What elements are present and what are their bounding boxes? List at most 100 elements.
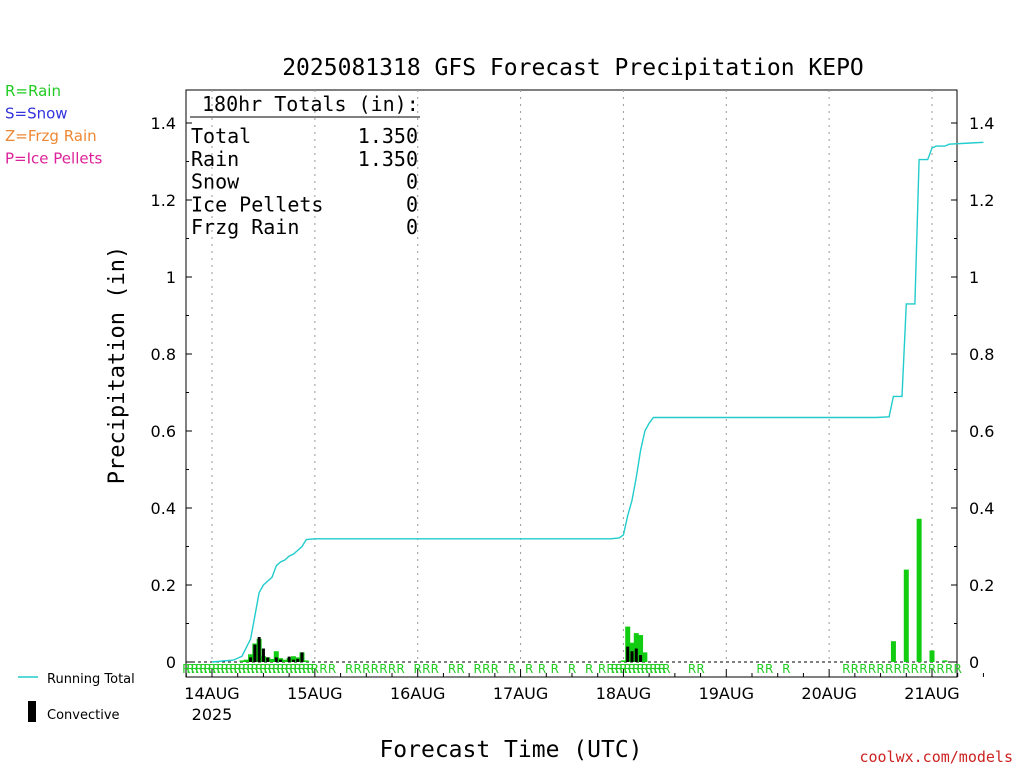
convective-bar	[300, 652, 304, 662]
precip-type-marker: R	[259, 662, 267, 676]
rain-bar	[638, 635, 644, 662]
convective-bar	[296, 658, 300, 662]
rain-bar	[929, 650, 935, 662]
precip-type-marker: R	[902, 662, 910, 676]
x-tick-label: 15AUG	[287, 684, 342, 703]
precip-type-marker: R	[756, 662, 764, 676]
precip-type-marker: R	[294, 662, 302, 676]
precip-type-marker: R	[538, 662, 546, 676]
precip-type-marker: R	[491, 662, 499, 676]
y-tick-label-right: 0	[969, 653, 979, 672]
convective-legend-label: Convective	[47, 708, 120, 723]
precip-type-marker: R	[696, 662, 704, 676]
precip-type-marker: R	[649, 662, 657, 676]
precip-type-legend-item: Z=Frzg Rain	[5, 127, 97, 145]
precip-type-marker: R	[598, 662, 606, 676]
totals-row-label: Total	[191, 124, 251, 148]
precip-type-legend: R=Rain S=Snow Z=Frzg Rain P=Ice Pellets	[5, 82, 102, 168]
rain-bar	[239, 660, 245, 662]
rain-bar	[290, 656, 296, 662]
precip-type-marker: R	[431, 662, 439, 676]
precip-type-marker: R	[894, 662, 902, 676]
precip-type-marker: R	[229, 662, 237, 676]
precip-type-marker: R	[281, 662, 289, 676]
precip-type-marker: R	[191, 662, 199, 676]
precip-type-marker: R	[311, 662, 319, 676]
precip-type-marker: R	[448, 662, 456, 676]
precip-type-marker: R	[658, 662, 666, 676]
precip-type-marker: R	[624, 662, 632, 676]
x-tick-label: 19AUG	[699, 684, 754, 703]
y-tick-label-right: 1	[969, 268, 979, 287]
y-tick-label-left: 1.2	[151, 191, 176, 210]
totals-row-label: Rain	[191, 147, 239, 171]
precip-type-marker: R	[379, 662, 387, 676]
x-tick-label: 20AUG	[801, 684, 856, 703]
precip-type-marker: R	[298, 662, 306, 676]
rain-bar	[642, 652, 648, 662]
precip-type-marker: R	[238, 662, 246, 676]
precip-type-marker: R	[615, 662, 623, 676]
convective-bar	[279, 659, 283, 662]
precip-type-marker: R	[272, 662, 280, 676]
precip-type-marker: R	[319, 662, 327, 676]
convective-bar	[639, 655, 643, 662]
precip-type-marker: R	[388, 662, 396, 676]
precip-type-marker: R	[851, 662, 859, 676]
precip-type-marker: R	[268, 662, 276, 676]
gridlines	[186, 90, 957, 663]
totals-row-label: Ice Pellets	[191, 192, 323, 216]
precip-type-marker: R	[859, 662, 867, 676]
rain-bar	[890, 641, 896, 662]
convective-bar	[634, 648, 638, 662]
x-axis-label: Forecast Time (UTC)	[379, 737, 642, 763]
totals-header: 180hr Totals (in):	[202, 92, 419, 116]
precip-type-marker: R	[422, 662, 430, 676]
precip-type-marker: R	[474, 662, 482, 676]
y-tick-label-left: 1	[166, 268, 176, 287]
precip-type-marker: R	[936, 662, 944, 676]
plot-frame	[185, 89, 958, 678]
precip-type-marker: R	[868, 662, 876, 676]
rain-bar	[269, 658, 275, 662]
precip-type-marker: R	[945, 662, 953, 676]
rain-bar	[942, 660, 948, 662]
rain-bar	[303, 660, 309, 662]
precip-type-marker: R	[221, 662, 229, 676]
precip-type-marker: R	[876, 662, 884, 676]
y-tick-label-right: 0.8	[969, 345, 994, 364]
precip-type-marker: R	[628, 662, 636, 676]
precip-type-marker: R	[182, 662, 190, 676]
y-tick-label-right: 0.6	[969, 422, 994, 441]
precip-type-marker: R	[765, 662, 773, 676]
precip-type-marker: R	[606, 662, 614, 676]
precip-type-marker: R	[345, 662, 353, 676]
precip-type-marker: R	[362, 662, 370, 676]
precip-type-marker: R	[585, 662, 593, 676]
totals-row-value: 1.350	[358, 147, 418, 171]
precip-type-marker: R	[195, 662, 203, 676]
precip-type-marker: R	[525, 662, 533, 676]
x-tick-sublabel: 2025	[192, 705, 233, 724]
totals-row-label: Frzg Rain	[191, 215, 299, 239]
rain-bar	[273, 651, 279, 662]
precip-type-marker: R	[354, 662, 362, 676]
precip-type-marker: R	[246, 662, 254, 676]
precip-type-marker: R	[645, 662, 653, 676]
precip-type-marker: R	[302, 662, 310, 676]
precip-type-marker: R	[842, 662, 850, 676]
precip-type-marker: R	[225, 662, 233, 676]
precip-type-marker: R	[919, 662, 927, 676]
precip-type-marker: R	[264, 662, 272, 676]
precip-type-marker: R	[641, 662, 649, 676]
totals-row-value: 0	[406, 215, 418, 239]
precip-type-marker: R	[619, 662, 627, 676]
rain-bar	[633, 633, 639, 662]
y-tick-label-left: 0.8	[151, 345, 176, 364]
precip-type-marker: R	[251, 662, 259, 676]
totals-row-label: Snow	[191, 170, 240, 194]
precip-type-marker: R	[276, 662, 284, 676]
precip-type-marker: R	[204, 662, 212, 676]
convective-bar	[274, 657, 278, 662]
rain-bars	[239, 518, 948, 662]
